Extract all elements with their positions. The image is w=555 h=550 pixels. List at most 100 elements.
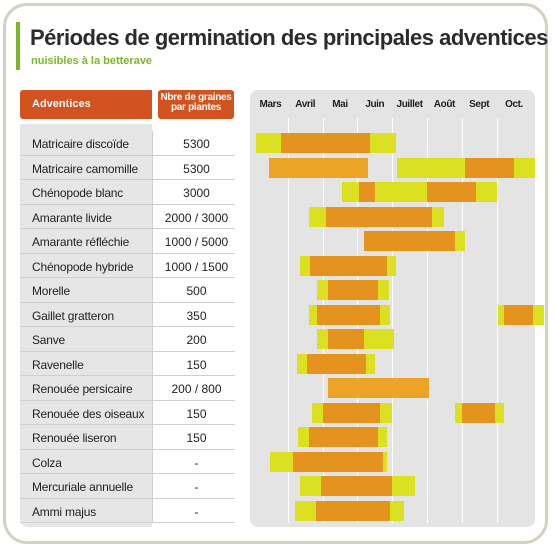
germination-bar-orange [461,402,495,423]
column-divider [152,449,153,474]
germination-bar-ochre [327,378,429,398]
row-graines: 150 [186,357,207,372]
row-divider [20,203,235,205]
row-divider [20,473,235,474]
table-row: Colza - [20,449,235,474]
column-divider [152,376,153,401]
germination-bar-orange [364,231,455,251]
row-graines: 500 [186,284,207,298]
row-divider [20,497,235,499]
header-graines: Nbre de graines par plantes [158,90,234,119]
germination-bar-orange [317,304,380,325]
germination-bar-orange [308,427,379,447]
table-row: Ravenelle 150 [20,351,235,376]
row-name: Matricaire discoïde [32,137,129,151]
row-divider [20,448,235,450]
row-name: Renouée persicaire [32,382,133,396]
row-name: Chénopode hybride [32,259,134,274]
row-divider [20,424,235,425]
germination-bar-orange [327,280,379,300]
row-name: Renouée des oiseaux [32,406,145,421]
row-divider [20,301,235,303]
column-divider [152,253,153,278]
column-divider [152,229,153,254]
row-graines: 2000 / 3000 [164,210,229,225]
row-graines: 350 [186,308,207,323]
header-adventices: Adventices [20,90,152,119]
germination-bar-orange [327,329,365,349]
germination-bar-orange [427,182,476,202]
column-divider [152,425,153,450]
row-name: Chénopode blanc [32,186,124,200]
table-row: Renouée des oiseaux 150 [20,400,235,425]
chart-subtitle: nuisibles à la betterave [31,55,153,67]
row-name: Mercuriale annuelle [32,480,133,494]
row-name: Ravenelle [32,357,84,372]
row-divider [20,350,235,352]
table-name-column-bg [20,124,152,527]
month-label: Juillet [396,99,424,110]
germination-bar-orange [306,353,367,374]
column-divider [152,204,153,229]
row-graines: 150 [186,406,207,421]
row-graines: - [194,480,199,494]
table-row: Amarante réfléchie 1000 / 5000 [20,229,235,254]
table-row: Chénopode hybride 1000 / 1500 [20,253,235,278]
row-divider [20,399,235,401]
row-name: Amarante livide [32,210,112,225]
row-graines: 5300 [183,161,210,176]
row-divider [20,252,235,254]
row-graines: 5300 [183,137,210,151]
table-row: Matricaire discoïde 5300 [20,131,235,156]
germination-bar-orange [326,206,433,227]
table-row: Amarante livide 2000 / 3000 [20,204,235,229]
germination-bar-orange [315,500,391,521]
row-graines: 200 / 800 [171,382,222,396]
row-divider [20,154,235,156]
header-graines-label: Nbre de graines par plantes [158,93,234,113]
table-row: Gaillet gratteron 350 [20,302,235,327]
column-divider [152,400,153,425]
germination-bar-orange [280,133,370,153]
row-graines: 1000 / 5000 [164,235,229,249]
germination-bar-orange [503,304,534,325]
row-divider [20,277,235,278]
germination-bar-orange [359,182,375,202]
row-graines: 3000 [183,186,210,200]
row-graines: 150 [186,431,207,445]
row-name: Gaillet gratteron [32,308,114,323]
germination-bar-ochre [268,157,368,178]
row-graines: - [194,504,199,519]
table-row: Sanve 200 [20,327,235,352]
table-row: Ammi majus - [20,498,235,523]
header-graines-line1: Nbre de graines [160,92,232,103]
column-divider [152,302,153,327]
germination-bar-orange [322,402,380,423]
germination-bar-orange [293,451,384,472]
table-row: Matricaire camomille 5300 [20,155,235,180]
title-accent-bar [16,22,20,70]
germination-bar-orange [465,157,514,178]
row-graines: 1000 / 1500 [164,259,229,274]
chart-title: Périodes de germination des principales … [30,25,548,50]
column-divider [152,351,153,376]
header-graines-line2: par plantes [170,102,222,113]
month-separator [427,118,428,523]
month-separator [287,118,289,523]
column-divider [152,180,153,205]
row-name: Renouée liseron [32,431,117,445]
column-divider [152,155,153,180]
table-row: Renouée persicaire 200 / 800 [20,376,235,401]
table-row: Chénopode blanc 3000 [20,180,235,205]
row-divider [20,522,235,523]
month-separator [496,118,498,523]
row-name: Morelle [32,284,70,298]
month-label: Sept [469,99,490,110]
header-adventices-label: Adventices [32,98,91,110]
column-divider [152,474,153,499]
row-divider [20,228,235,229]
month-label: Juin [365,99,385,110]
row-divider [20,179,235,180]
row-name: Ammi majus [32,504,97,519]
germination-bar-orange [320,476,393,496]
